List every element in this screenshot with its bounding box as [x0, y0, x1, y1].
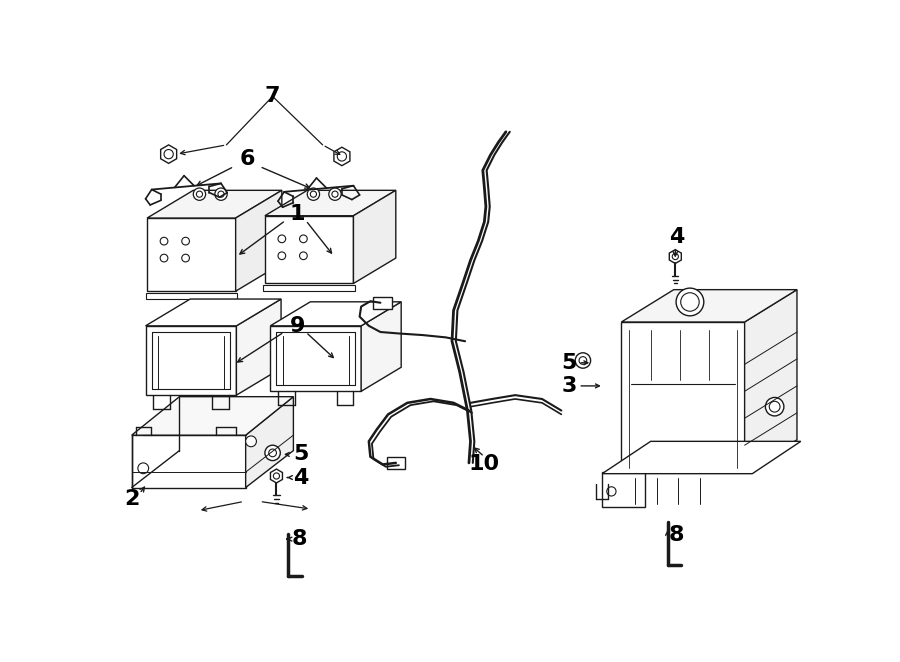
Polygon shape	[265, 190, 396, 216]
Text: 5: 5	[293, 444, 309, 465]
Text: 1: 1	[290, 204, 305, 224]
Circle shape	[246, 436, 256, 447]
Polygon shape	[334, 147, 350, 166]
Polygon shape	[237, 299, 281, 395]
Circle shape	[310, 191, 317, 197]
Text: 4: 4	[293, 467, 309, 487]
Circle shape	[218, 191, 224, 197]
Polygon shape	[387, 457, 405, 469]
Polygon shape	[374, 297, 392, 309]
Polygon shape	[131, 435, 246, 487]
Polygon shape	[361, 302, 401, 391]
Circle shape	[278, 235, 285, 243]
Circle shape	[579, 357, 587, 364]
Text: 5: 5	[562, 353, 577, 373]
Polygon shape	[270, 302, 401, 326]
Circle shape	[307, 188, 320, 201]
Circle shape	[269, 449, 276, 457]
Polygon shape	[147, 218, 236, 291]
Text: 9: 9	[290, 316, 305, 336]
Polygon shape	[621, 290, 797, 322]
Polygon shape	[265, 216, 354, 283]
Circle shape	[338, 152, 346, 161]
Polygon shape	[131, 397, 293, 435]
Circle shape	[138, 463, 148, 474]
Circle shape	[194, 188, 205, 201]
Polygon shape	[602, 442, 801, 474]
Polygon shape	[147, 190, 282, 218]
Polygon shape	[264, 285, 355, 291]
Text: 6: 6	[239, 149, 255, 169]
Circle shape	[300, 252, 307, 260]
Circle shape	[575, 353, 590, 368]
Circle shape	[160, 237, 168, 245]
Circle shape	[182, 237, 189, 245]
Polygon shape	[146, 293, 238, 299]
Circle shape	[607, 487, 616, 496]
Circle shape	[278, 252, 285, 260]
Text: 3: 3	[562, 376, 577, 396]
Polygon shape	[160, 145, 176, 164]
Circle shape	[182, 254, 189, 262]
Polygon shape	[270, 469, 283, 483]
Circle shape	[676, 288, 704, 316]
Text: 10: 10	[469, 454, 500, 475]
Polygon shape	[270, 326, 361, 391]
Circle shape	[672, 254, 679, 260]
Polygon shape	[146, 299, 281, 326]
Text: 8: 8	[669, 525, 685, 545]
Circle shape	[164, 150, 174, 159]
Circle shape	[328, 188, 341, 201]
Circle shape	[265, 445, 280, 461]
Text: 2: 2	[124, 489, 140, 509]
Polygon shape	[744, 290, 797, 472]
Circle shape	[300, 235, 307, 243]
Circle shape	[765, 397, 784, 416]
Polygon shape	[602, 472, 644, 507]
Circle shape	[160, 254, 168, 262]
Circle shape	[196, 191, 202, 197]
Polygon shape	[246, 397, 293, 487]
Circle shape	[274, 473, 280, 479]
Text: 4: 4	[670, 227, 685, 248]
Polygon shape	[354, 190, 396, 283]
Text: 7: 7	[265, 86, 281, 107]
Polygon shape	[146, 326, 237, 395]
Circle shape	[332, 191, 338, 197]
Polygon shape	[236, 190, 282, 291]
Polygon shape	[670, 250, 681, 263]
Circle shape	[215, 188, 227, 201]
Circle shape	[680, 293, 699, 311]
Polygon shape	[621, 322, 744, 472]
Circle shape	[770, 401, 780, 412]
Text: 8: 8	[292, 529, 307, 549]
